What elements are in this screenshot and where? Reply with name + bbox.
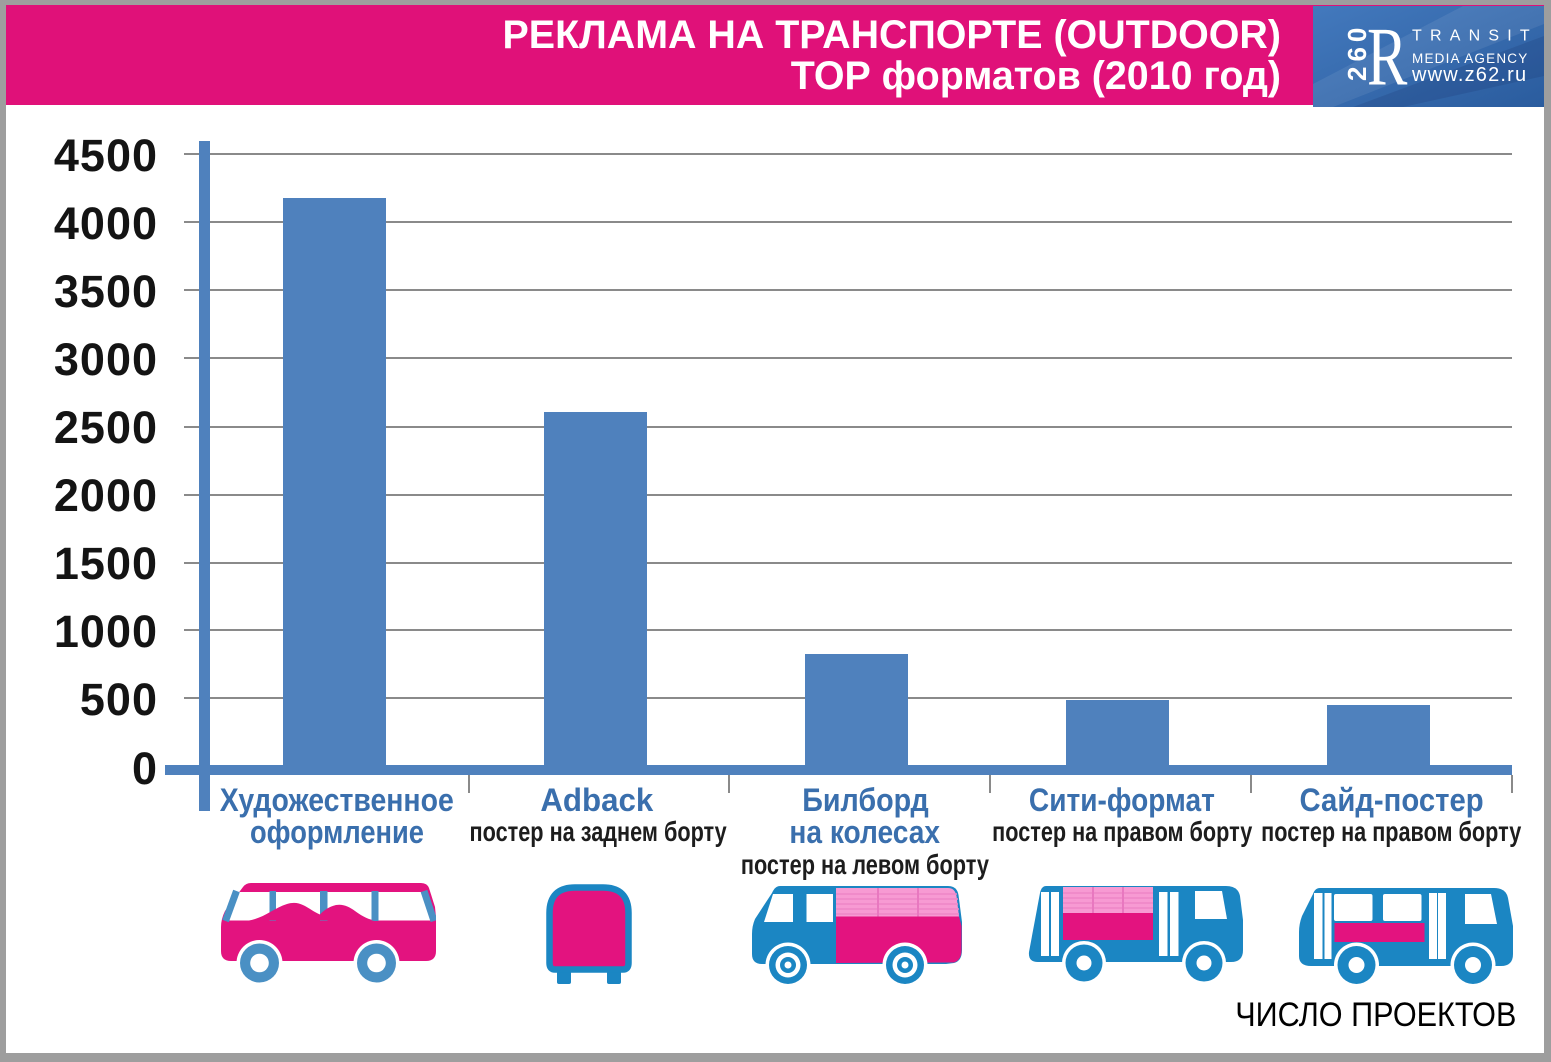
svg-text:TRANSIT: TRANSIT <box>1412 28 1538 45</box>
svg-text:www.z62.ru: www.z62.ru <box>1411 64 1527 86</box>
svg-text:MEDIA AGENCY: MEDIA AGENCY <box>1412 51 1528 66</box>
svg-text:260: 260 <box>1342 23 1372 81</box>
svg-text:R: R <box>1367 10 1407 103</box>
